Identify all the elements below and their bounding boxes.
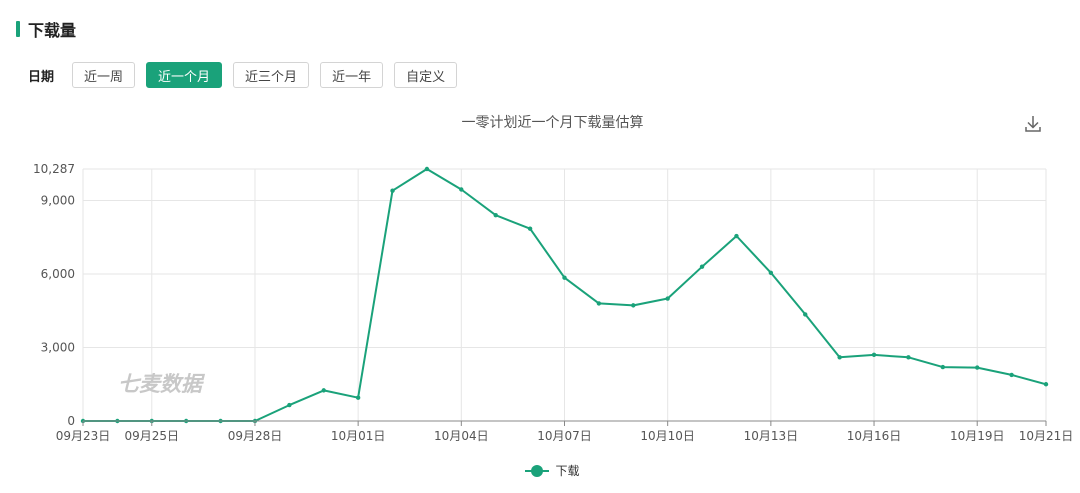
legend-marker	[525, 464, 550, 477]
data-point[interactable]	[562, 275, 567, 280]
filter-year-button[interactable]: 近一年	[320, 62, 384, 88]
filter-three-months-button[interactable]: 近三个月	[233, 62, 310, 88]
x-tick-label: 10月16日	[847, 429, 902, 443]
y-tick-label: 0	[67, 414, 75, 428]
legend-label[interactable]: 下载	[555, 464, 580, 478]
data-point[interactable]	[1043, 382, 1049, 387]
data-point[interactable]	[665, 296, 670, 301]
y-tick-label: 3,000	[41, 341, 75, 355]
date-filter-row: 日期 近一周 近一个月 近三个月 近一年 自定义	[28, 62, 468, 88]
data-point[interactable]	[459, 187, 464, 192]
section-header: 下载量	[16, 18, 76, 40]
chart-title: 一零计划近一个月下载量估算	[461, 115, 644, 131]
filter-week-button[interactable]: 近一周	[72, 62, 136, 88]
y-tick-label: 10,287	[33, 162, 75, 176]
x-tick-label: 09月23日	[56, 429, 111, 443]
data-point[interactable]	[734, 233, 739, 239]
data-point[interactable]	[906, 355, 911, 360]
x-tick-label: 10月13日	[744, 429, 799, 443]
x-tick-label: 09月28日	[228, 429, 283, 443]
data-point[interactable]	[527, 226, 533, 231]
data-point[interactable]	[1009, 372, 1014, 378]
date-filter-label: 日期	[28, 69, 55, 85]
data-point[interactable]	[975, 365, 980, 370]
data-point[interactable]	[493, 213, 498, 218]
x-tick-label: 10月04日	[434, 429, 489, 443]
data-point[interactable]	[321, 388, 326, 393]
data-point[interactable]	[287, 402, 292, 408]
filter-month-button[interactable]: 近一个月	[146, 62, 223, 88]
watermark-text: 七麦数据	[118, 372, 206, 396]
line-chart: 七麦数据 0 3,000 6,000 9,000 10,287 09月23日 09月25日 0…	[33, 162, 1074, 443]
data-point[interactable]	[871, 352, 877, 358]
data-point[interactable]	[355, 395, 361, 400]
section-title: 下载量	[28, 21, 77, 40]
x-tick-label: 10月10日	[640, 429, 695, 443]
x-tick-label: 10月01日	[331, 429, 386, 443]
data-point[interactable]	[631, 303, 636, 308]
data-point[interactable]	[940, 364, 946, 370]
x-tick-label: 10月19日	[950, 429, 1005, 443]
data-point[interactable]	[837, 355, 842, 360]
data-point[interactable]	[803, 312, 808, 317]
y-tick-label: 9,000	[41, 194, 75, 208]
data-point[interactable]	[390, 188, 395, 193]
filter-custom-button[interactable]: 自定义	[394, 62, 458, 88]
chart-legend: 下载	[0, 462, 1080, 479]
x-tick-label: 10月21日	[1019, 429, 1074, 443]
y-tick-label: 6,000	[41, 267, 75, 281]
x-tick-label: 10月07日	[537, 429, 592, 443]
data-point[interactable]	[768, 270, 774, 275]
download-icon[interactable]	[1022, 113, 1044, 135]
data-point[interactable]	[596, 301, 602, 306]
x-tick-label: 09月25日	[125, 429, 180, 443]
data-point[interactable]	[424, 166, 430, 172]
title-accent-bar	[16, 21, 20, 37]
data-point[interactable]	[699, 264, 705, 269]
